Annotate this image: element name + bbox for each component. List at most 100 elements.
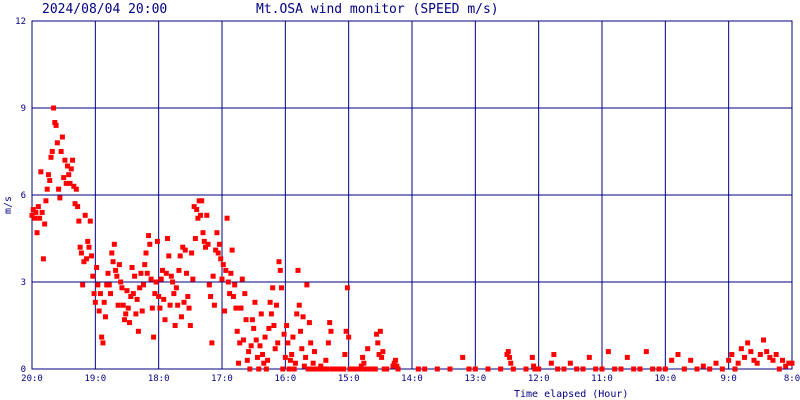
data-point (203, 244, 209, 250)
data-point (62, 157, 68, 163)
data-point (29, 212, 35, 218)
x-tick-label: 10:0 (654, 374, 676, 384)
data-point (767, 354, 773, 360)
data-point (142, 262, 148, 268)
data-point (129, 265, 135, 270)
data-point (187, 323, 193, 328)
data-point (256, 366, 262, 372)
data-point (780, 357, 785, 363)
data-point (324, 366, 330, 372)
data-point (32, 215, 38, 221)
data-point (223, 267, 229, 273)
x-tick-label: 16:0 (274, 374, 296, 384)
data-point (773, 352, 779, 357)
data-point (162, 317, 168, 323)
data-point (375, 340, 381, 346)
data-point (37, 215, 43, 221)
data-point (395, 366, 401, 372)
data-point (59, 134, 65, 140)
data-point (508, 360, 514, 366)
data-point (318, 363, 324, 369)
data-point (384, 366, 390, 372)
data-point (56, 186, 62, 192)
data-point (110, 259, 116, 265)
data-point (156, 294, 162, 299)
data-point (754, 360, 760, 366)
data-point (764, 349, 770, 355)
data-point (194, 207, 200, 212)
data-point (138, 270, 144, 276)
data-point (137, 285, 143, 291)
header-timestamp: 2024/08/04 20:00 (42, 2, 167, 17)
data-point (536, 366, 542, 372)
data-point (688, 357, 694, 363)
data-point (605, 349, 611, 355)
data-point (224, 215, 230, 221)
data-point (789, 360, 795, 366)
data-point (214, 230, 220, 236)
data-point (58, 149, 64, 154)
data-point (147, 241, 153, 247)
data-point (125, 305, 131, 311)
data-point (68, 166, 74, 172)
data-point (185, 294, 191, 299)
data-point (170, 279, 176, 285)
data-point (115, 302, 121, 308)
data-point (222, 308, 228, 314)
data-point (637, 366, 643, 372)
data-point (276, 259, 282, 265)
data-point (281, 331, 287, 337)
data-point (257, 343, 263, 349)
data-point (220, 262, 226, 268)
data-point (235, 360, 241, 366)
data-point (246, 349, 252, 355)
data-point (143, 250, 149, 256)
data-point (374, 331, 380, 337)
data-point (44, 186, 50, 192)
data-point (360, 354, 366, 360)
data-point (139, 308, 145, 314)
data-point (53, 122, 59, 128)
data-point (216, 241, 222, 247)
data-point (298, 328, 304, 334)
data-point (238, 305, 244, 311)
data-point (251, 325, 257, 331)
data-point (377, 328, 383, 334)
data-point (227, 291, 233, 297)
data-point (618, 366, 624, 372)
data-point (66, 172, 72, 178)
data-point (719, 366, 725, 372)
data-point (82, 212, 88, 218)
data-point (786, 360, 792, 366)
y-tick-label: 6 (21, 191, 26, 201)
data-point (434, 366, 440, 372)
data-point (195, 215, 201, 221)
data-point (390, 363, 396, 369)
data-point (289, 352, 295, 357)
data-point (394, 363, 400, 369)
data-point (106, 282, 112, 288)
x-tick-label: 20:0 (21, 374, 43, 384)
data-point (751, 357, 757, 363)
data-point (172, 323, 178, 328)
data-point (124, 288, 130, 294)
data-point (260, 352, 266, 357)
x-tick-label: 18:0 (148, 374, 170, 384)
data-point (287, 357, 293, 363)
data-point (551, 352, 557, 357)
data-point (182, 247, 188, 253)
data-point (208, 294, 214, 299)
data-point (309, 366, 315, 372)
data-point (729, 352, 735, 357)
data-point (191, 204, 197, 210)
data-point (574, 366, 580, 372)
data-point (104, 282, 110, 288)
y-tick-label: 0 (21, 365, 26, 375)
data-point (254, 354, 260, 360)
data-point (90, 273, 96, 279)
data-point (134, 296, 140, 302)
data-point (268, 311, 274, 317)
data-point (130, 291, 136, 297)
data-point (144, 270, 150, 276)
data-point (113, 267, 119, 273)
